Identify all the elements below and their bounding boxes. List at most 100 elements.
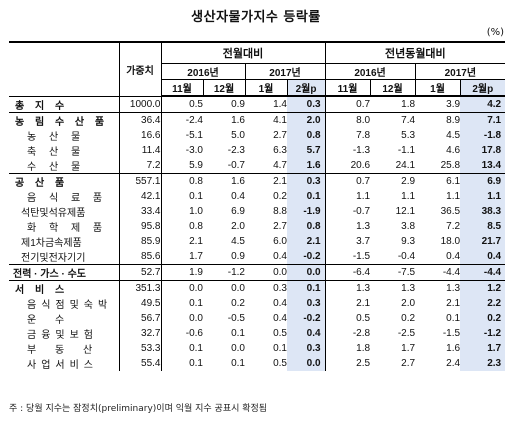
weight-cell: 33.4 (119, 203, 162, 219)
yoy-value-cell: 2.3 (460, 355, 506, 371)
weight-cell: 55.4 (119, 355, 162, 371)
mom-month-feb: 2월p (287, 79, 326, 97)
yoy-value-cell: 7.4 (370, 111, 416, 128)
mom-value-cell: 2.1 (189, 235, 203, 247)
yoy-value-cell: 9.3 (401, 235, 416, 247)
table-row: 운 수 56.7 0.0 -0.5 0.4 -0.2 0.5 0.2 0.1 0.2 (9, 310, 506, 326)
mom-value-cell: 0.1 (287, 279, 326, 296)
weight-cell: 16.6 (119, 127, 162, 143)
mom-value-cell: 1.6 (203, 111, 245, 128)
mom-value-cell: -2.3 (227, 144, 245, 156)
mom-value-cell: -0.7 (227, 159, 245, 171)
yoy-value-cell: -1.8 (460, 127, 506, 143)
mom-value-cell: 5.7 (287, 142, 326, 158)
weight-cell: 11.4 (119, 142, 162, 158)
mom-value-cell: 0.4 (273, 250, 287, 262)
yoy-value-cell: -2.5 (397, 327, 416, 339)
row-label: 전기및전자기기 (9, 248, 120, 264)
mom-value-cell: 1.6 (203, 172, 245, 189)
row-label: 석탄및석유제품 (9, 203, 120, 219)
row-label: 음식점및숙박 (9, 295, 120, 311)
mom-value-cell: 2.1 (245, 172, 287, 189)
mom-value-cell: -0.5 (227, 312, 245, 324)
yoy-year-2016: 2016년 (325, 63, 416, 80)
mom-year-2016: 2016년 (161, 63, 246, 80)
row-label: 축 산 물 (9, 142, 120, 158)
yoy-value-cell: -0.7 (352, 205, 371, 217)
yoy-value-cell: 1.8 (356, 342, 371, 354)
table-row: 서 비 스 351.3 0.0 0.0 0.3 0.1 1.3 1.3 1.3 1.2 (9, 279, 506, 296)
table-row: 농 림 수 산 품 36.4 -2.4 1.6 4.1 2.0 8.0 7.4 8.9 7.1 (9, 111, 506, 128)
mom-value-cell: 0.2 (273, 190, 287, 202)
row-label: 총 지 수 (9, 95, 120, 112)
table-row: 음 식 료 품 42.1 0.1 0.4 0.2 0.1 1.1 1.1 1.1 1.1 (9, 188, 506, 204)
yoy-value-cell: 24.1 (395, 159, 416, 171)
yoy-value-cell: 0.7 (325, 172, 371, 189)
row-label: 제1차금속제품 (9, 233, 120, 249)
table-row: 화 학 제 품 95.8 0.8 2.0 2.7 0.8 1.3 3.8 7.2 8.5 (9, 218, 506, 234)
mom-value-cell: 5.9 (189, 159, 203, 171)
yoy-value-cell: 8.0 (325, 111, 371, 128)
yoy-header: 전년동월대비 (325, 42, 506, 64)
footnote: 주 : 당월 지수는 잠정치(preliminary)이며 익월 지수 공표시 … (9, 404, 268, 414)
row-label: 수 산 물 (9, 157, 120, 173)
weight-cell: 95.8 (119, 218, 162, 234)
mom-value-cell: 2.0 (287, 111, 326, 128)
weight-cell: 42.1 (119, 188, 162, 204)
row-label: 서 비 스 (9, 279, 120, 296)
yoy-value-cell: 4.5 (446, 129, 461, 141)
table-row: 석탄및석유제품 33.4 1.0 6.9 8.8 -1.9 -0.7 12.1 36.5 38.3 (9, 203, 506, 219)
yoy-value-cell: 1.1 (356, 190, 371, 202)
mom-value-cell: 2.0 (231, 220, 245, 232)
mom-value-cell: 0.8 (189, 220, 203, 232)
yoy-value-cell: 2.2 (460, 295, 506, 311)
mom-value-cell: 0.1 (189, 342, 203, 354)
weight-cell: 52.7 (119, 263, 162, 280)
header-row-3: 11월 12월 1월 2월p 11월 12월 1월 2월p (9, 79, 506, 97)
row-label: 농 림 수 산 품 (9, 111, 120, 128)
row-label: 공 산 품 (9, 172, 120, 189)
mom-value-cell: -0.6 (185, 327, 203, 339)
mom-value-cell: 0.5 (273, 327, 287, 339)
yoy-value-cell: 5.3 (401, 129, 416, 141)
yoy-value-cell: 2.1 (356, 297, 371, 309)
yoy-value-cell: 6.9 (460, 172, 506, 189)
mom-value-cell: 5.0 (231, 129, 245, 141)
yoy-month-jan: 1월 (415, 79, 461, 97)
weight-cell: 85.6 (119, 248, 162, 264)
yoy-value-cell: 2.0 (401, 297, 416, 309)
mom-value-cell: 0.0 (287, 355, 326, 371)
table-row: 공 산 품 557.1 0.8 1.6 2.1 0.3 0.7 2.9 6.1 6.9 (9, 172, 506, 189)
weight-cell: 56.7 (119, 310, 162, 326)
yoy-year-2017: 2017년 (415, 63, 506, 80)
yoy-value-cell: 0.2 (401, 312, 416, 324)
mom-value-cell: -5.1 (185, 129, 203, 141)
mom-value-cell: 6.3 (273, 144, 287, 156)
mom-value-cell: 0.0 (287, 263, 326, 280)
yoy-value-cell: 1.7 (401, 342, 416, 354)
yoy-value-cell: 1.3 (356, 220, 371, 232)
mom-header: 전월대비 (161, 42, 326, 64)
mom-value-cell: 0.8 (287, 127, 326, 143)
mom-value-cell: 4.5 (231, 235, 245, 247)
weight-cell: 7.2 (119, 157, 162, 173)
yoy-value-cell: 21.7 (460, 233, 506, 249)
yoy-value-cell: 13.4 (460, 157, 506, 173)
mom-value-cell: 0.5 (273, 357, 287, 369)
mom-value-cell: 1.0 (189, 205, 203, 217)
yoy-value-cell: 7.2 (446, 220, 461, 232)
yoy-value-cell: 25.8 (440, 159, 461, 171)
mom-value-cell: 2.7 (273, 129, 287, 141)
yoy-value-cell: 3.8 (401, 220, 416, 232)
yoy-value-cell: 18.0 (440, 235, 461, 247)
mom-year-2017: 2017년 (245, 63, 326, 80)
row-label: 부 동 산 (9, 340, 120, 356)
header-row-1: 가중치 전월대비 전년동월대비 (9, 42, 506, 96)
yoy-value-cell: 17.8 (460, 142, 506, 158)
mom-value-cell: 0.1 (231, 327, 245, 339)
mom-value-cell: 6.0 (273, 235, 287, 247)
yoy-value-cell: 4.6 (446, 144, 461, 156)
yoy-value-cell: -4.4 (460, 263, 506, 280)
mom-value-cell: 0.4 (287, 325, 326, 341)
yoy-value-cell: 1.1 (446, 190, 461, 202)
